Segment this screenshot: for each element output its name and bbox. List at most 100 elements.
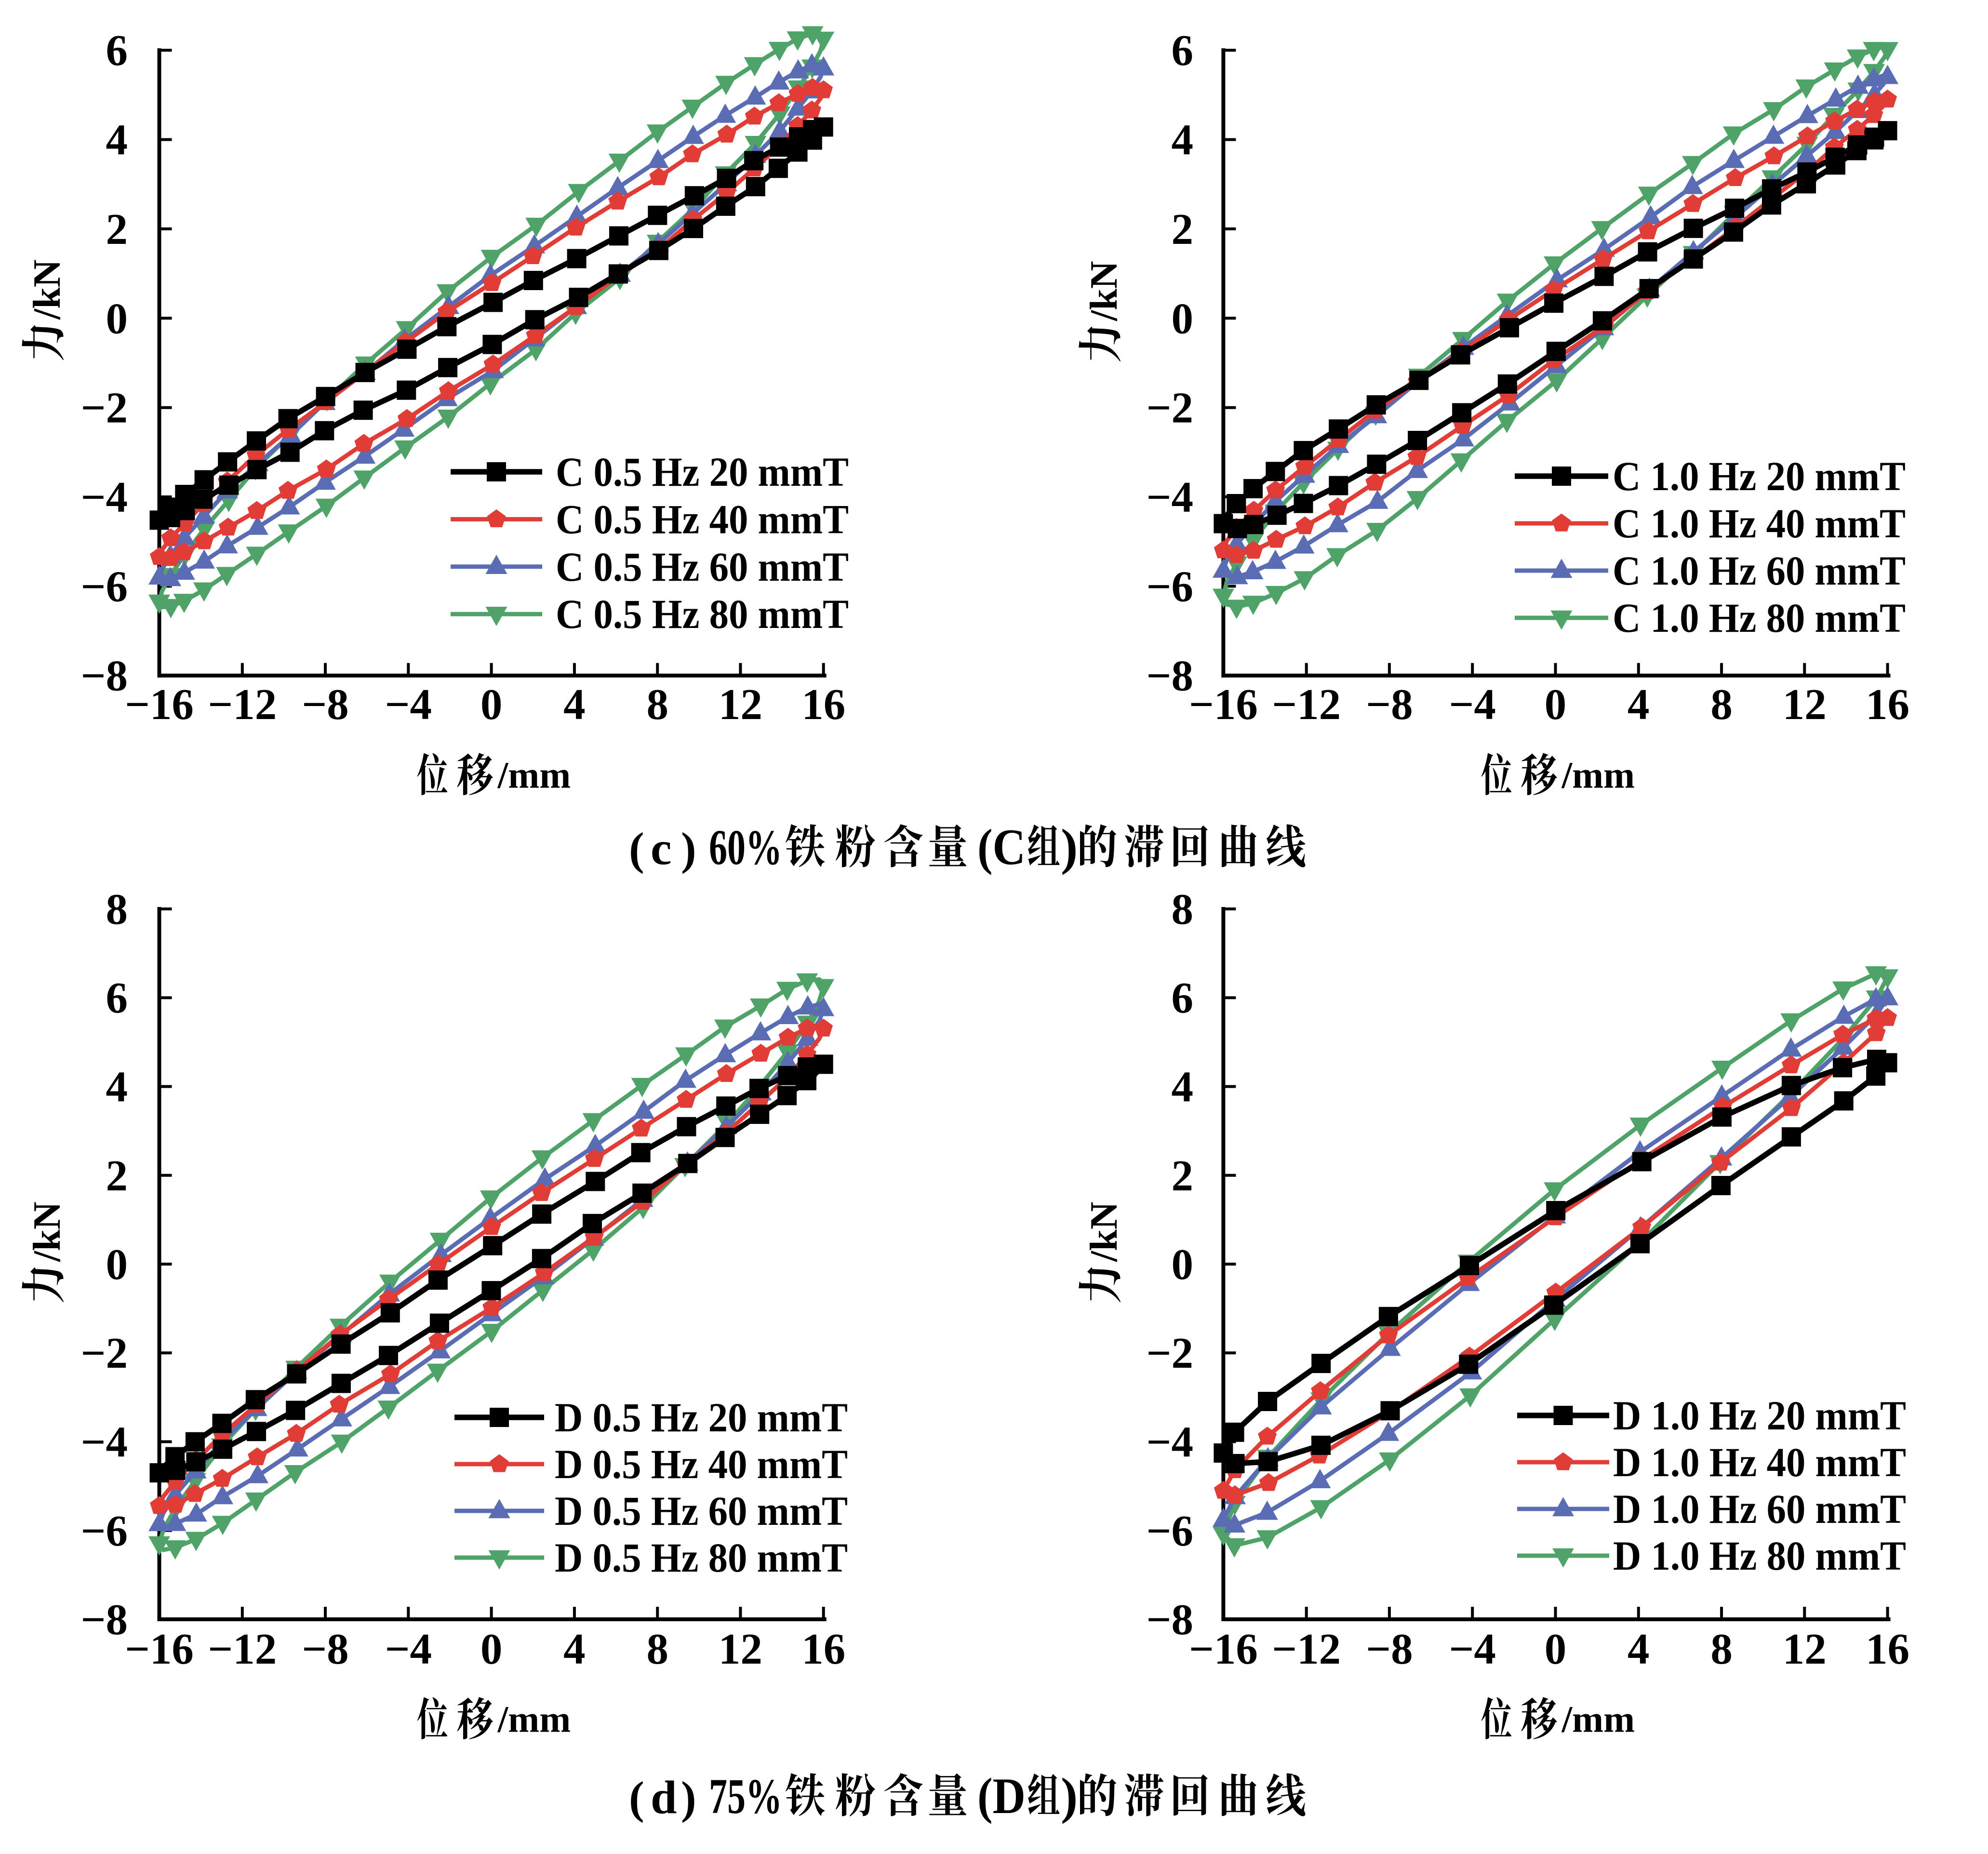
svg-text:/mm: /mm	[1561, 754, 1635, 796]
svg-text:C 0.5 Hz 40 mmT: C 0.5 Hz 40 mmT	[556, 496, 849, 542]
svg-text:4: 4	[563, 680, 586, 729]
svg-text:−8: −8	[302, 1625, 348, 1673]
svg-text:4: 4	[563, 1625, 586, 1673]
svg-text:−16: −16	[125, 680, 194, 729]
svg-text:D 0.5 Hz 80 mmT: D 0.5 Hz 80 mmT	[555, 1534, 848, 1581]
svg-text:−4: −4	[1449, 1625, 1496, 1673]
svg-text:−4: −4	[1147, 473, 1193, 521]
svg-text:12: 12	[1783, 1625, 1827, 1673]
svg-text:/kN: /kN	[1083, 261, 1125, 322]
svg-text:−16: −16	[125, 1625, 194, 1673]
svg-text:6: 6	[106, 26, 128, 75]
svg-text:8: 8	[1710, 1625, 1733, 1673]
svg-text:D 1.0 Hz 20 mmT: D 1.0 Hz 20 mmT	[1613, 1392, 1906, 1439]
svg-text:C 1.0 Hz 80 mmT: C 1.0 Hz 80 mmT	[1613, 595, 1906, 641]
svg-text:C 0.5 Hz 80 mmT: C 0.5 Hz 80 mmT	[556, 591, 849, 637]
svg-text:D 1.0 Hz 60 mmT: D 1.0 Hz 60 mmT	[1613, 1486, 1906, 1532]
svg-text:75%: 75%	[709, 1769, 782, 1824]
svg-text:8: 8	[1172, 885, 1194, 934]
svg-text:): )	[681, 823, 696, 874]
svg-text:−8: −8	[1366, 1625, 1413, 1673]
svg-text:12: 12	[719, 1625, 762, 1673]
svg-text:−6: −6	[1147, 562, 1193, 611]
svg-text:−6: −6	[81, 562, 128, 611]
svg-text:0: 0	[106, 294, 128, 343]
svg-text:0: 0	[1545, 1625, 1567, 1673]
svg-text:(C: (C	[977, 819, 1026, 875]
svg-text:4: 4	[1628, 1625, 1650, 1673]
svg-text:/kN: /kN	[26, 260, 68, 320]
svg-text:−8: −8	[1366, 680, 1413, 729]
svg-text:16: 16	[1866, 1625, 1909, 1673]
svg-text:D 0.5 Hz 20 mmT: D 0.5 Hz 20 mmT	[555, 1394, 848, 1441]
svg-text:(: (	[629, 823, 644, 874]
svg-text:−4: −4	[1147, 1418, 1193, 1467]
svg-text:): )	[1061, 1768, 1078, 1824]
svg-text:4: 4	[106, 1063, 128, 1111]
svg-text:d: d	[651, 1772, 677, 1824]
svg-text:2: 2	[106, 205, 128, 253]
svg-text:−16: −16	[1189, 680, 1258, 729]
svg-text:2: 2	[1172, 205, 1194, 253]
svg-text:−8: −8	[81, 652, 128, 700]
svg-text:0: 0	[106, 1240, 128, 1289]
svg-text:−8: −8	[302, 680, 348, 729]
svg-text:−16: −16	[1189, 1625, 1258, 1673]
svg-text:12: 12	[719, 680, 762, 729]
svg-text:4: 4	[106, 116, 128, 164]
svg-text:6: 6	[1172, 974, 1194, 1022]
svg-text:6: 6	[1172, 26, 1194, 75]
svg-text:12: 12	[1783, 680, 1827, 729]
svg-text:0: 0	[1172, 1240, 1194, 1289]
svg-text:(D: (D	[977, 1768, 1026, 1824]
svg-text:2: 2	[106, 1151, 128, 1200]
svg-text:/kN: /kN	[26, 1202, 68, 1263]
svg-text:−2: −2	[81, 1329, 128, 1377]
svg-text:8: 8	[1710, 680, 1733, 729]
svg-text:−12: −12	[1272, 1625, 1341, 1673]
svg-text:/mm: /mm	[497, 754, 571, 796]
svg-text:4: 4	[1628, 680, 1650, 729]
svg-text:C 1.0 Hz 60 mmT: C 1.0 Hz 60 mmT	[1613, 547, 1906, 594]
svg-text:C 1.0 Hz 40 mmT: C 1.0 Hz 40 mmT	[1613, 500, 1906, 547]
svg-text:c: c	[651, 823, 672, 875]
svg-text:C 1.0 Hz 20 mmT: C 1.0 Hz 20 mmT	[1613, 453, 1906, 499]
svg-text:6: 6	[106, 974, 128, 1022]
svg-text:D 0.5 Hz 40 mmT: D 0.5 Hz 40 mmT	[555, 1441, 848, 1487]
svg-text:−12: −12	[1272, 680, 1341, 729]
svg-text:−8: −8	[1147, 652, 1193, 700]
svg-text:60%: 60%	[709, 820, 782, 875]
svg-text:0: 0	[1545, 680, 1567, 729]
svg-text:16: 16	[801, 680, 845, 729]
svg-text:0: 0	[480, 680, 503, 729]
svg-text:D 1.0 Hz 80 mmT: D 1.0 Hz 80 mmT	[1613, 1533, 1906, 1579]
svg-text:−4: −4	[81, 473, 128, 521]
svg-text:−4: −4	[385, 680, 432, 729]
svg-text:−2: −2	[1147, 384, 1193, 432]
svg-text:0: 0	[1172, 294, 1194, 343]
svg-text:4: 4	[1172, 116, 1194, 164]
svg-text:): )	[1061, 819, 1078, 875]
svg-text:−6: −6	[1147, 1507, 1193, 1555]
svg-text:0: 0	[480, 1625, 503, 1673]
svg-text:8: 8	[646, 680, 668, 729]
svg-text:): )	[681, 1772, 696, 1823]
svg-text:−4: −4	[81, 1418, 128, 1467]
svg-text:/mm: /mm	[497, 1698, 571, 1740]
svg-text:−4: −4	[1449, 680, 1496, 729]
svg-text:C 0.5 Hz 20 mmT: C 0.5 Hz 20 mmT	[556, 449, 849, 495]
svg-text:4: 4	[1172, 1063, 1194, 1111]
svg-text:−4: −4	[385, 1625, 432, 1673]
svg-text:−12: −12	[208, 1625, 277, 1673]
svg-text:(: (	[629, 1772, 644, 1823]
svg-text:16: 16	[801, 1625, 845, 1673]
svg-text:8: 8	[106, 885, 128, 934]
svg-text:2: 2	[1172, 1151, 1194, 1200]
svg-text:−6: −6	[81, 1507, 128, 1555]
svg-text:−12: −12	[208, 680, 277, 729]
svg-text:16: 16	[1866, 680, 1909, 729]
svg-text:−2: −2	[1147, 1329, 1193, 1377]
svg-text:D 1.0 Hz 40 mmT: D 1.0 Hz 40 mmT	[1613, 1439, 1906, 1485]
svg-text:/kN: /kN	[1083, 1202, 1125, 1263]
svg-text:−8: −8	[1147, 1595, 1193, 1644]
